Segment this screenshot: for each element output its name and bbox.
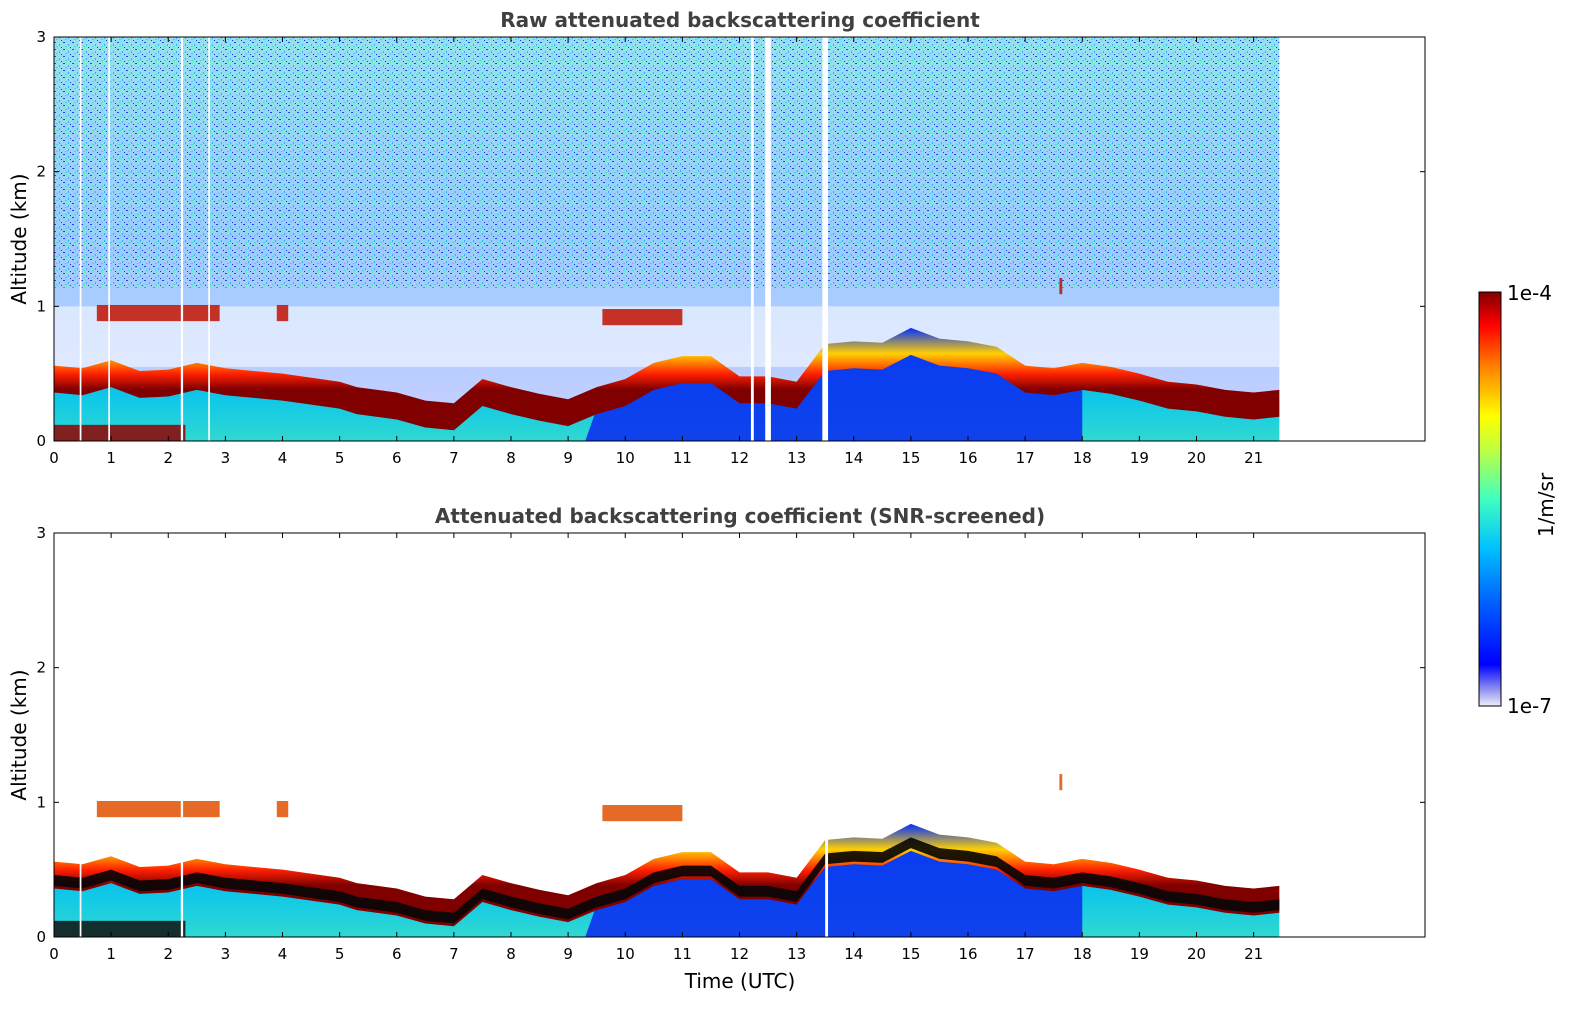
x-tick-label: 10	[616, 449, 635, 467]
y-tick-label: 0	[36, 432, 46, 450]
data-gap	[825, 533, 829, 937]
x-tick-label: 20	[1187, 449, 1206, 467]
x-tick-label: 6	[392, 449, 402, 467]
colorbar-min-label: 1e-7	[1507, 694, 1552, 718]
deep-mixed-layer	[585, 349, 1083, 441]
x-tick-label: 2	[163, 945, 173, 963]
panel2-xlabel: Time (UTC)	[684, 969, 796, 993]
x-tick-label: 11	[673, 945, 692, 963]
panel2-y-ticks: 0 1 2 3	[36, 524, 1425, 946]
y-tick-label: 3	[36, 28, 46, 46]
x-tick-label: 2	[163, 449, 173, 467]
x-tick-label: 5	[335, 449, 345, 467]
x-tick-label: 8	[506, 945, 516, 963]
colorbar: 1e-4 1e-7 1/m/sr	[1478, 281, 1558, 718]
x-tick-label: 5	[335, 945, 345, 963]
x-tick-label: 17	[1016, 945, 1035, 963]
noise-speckle	[54, 37, 1280, 288]
x-tick-label: 1	[106, 945, 116, 963]
x-tick-label: 19	[1130, 945, 1149, 963]
x-tick-label: 12	[730, 945, 749, 963]
panel1-y-ticks: 0 1 2 3	[36, 28, 1425, 450]
x-tick-label: 8	[506, 449, 516, 467]
panel2-ylabel: Altitude (km)	[7, 669, 31, 800]
x-tick-label: 0	[49, 945, 59, 963]
colorbar-unit-label: 1/m/sr	[1534, 472, 1558, 537]
elevated-layer	[1059, 278, 1063, 295]
elevated-layer	[276, 800, 289, 818]
y-tick-label: 0	[36, 928, 46, 946]
x-tick-label: 9	[563, 945, 573, 963]
y-tick-label: 2	[36, 659, 46, 677]
x-tick-label: 19	[1130, 449, 1149, 467]
x-tick-label: 21	[1244, 449, 1263, 467]
x-tick-label: 3	[221, 449, 231, 467]
x-tick-label: 7	[449, 945, 459, 963]
data-gap	[79, 533, 82, 937]
x-tick-label: 14	[844, 945, 863, 963]
elevated-layer	[276, 304, 289, 322]
x-tick-label: 4	[278, 449, 288, 467]
x-tick-label: 21	[1244, 945, 1263, 963]
deep-mixed-layer	[585, 845, 1083, 937]
data-gap	[750, 37, 754, 441]
x-tick-label: 10	[616, 945, 635, 963]
data-gap	[180, 37, 184, 441]
surface-layer	[54, 920, 186, 937]
boundary-layer-core	[54, 837, 1280, 924]
y-tick-label: 3	[36, 524, 46, 542]
data-gap	[79, 37, 82, 441]
elevated-layer	[96, 800, 220, 818]
x-tick-label: 16	[958, 945, 977, 963]
panel1-title: Raw attenuated backscattering coefficien…	[500, 8, 980, 32]
data-gap	[765, 37, 771, 441]
x-tick-label: 12	[730, 449, 749, 467]
panel1-ylabel: Altitude (km)	[7, 173, 31, 304]
x-tick-label: 16	[958, 449, 977, 467]
boundary-layer-top	[54, 327, 1280, 431]
x-tick-label: 17	[1016, 449, 1035, 467]
raw-backscatter-panel: Raw attenuated backscattering coefficien…	[7, 8, 1426, 467]
x-tick-label: 13	[787, 945, 806, 963]
x-tick-label: 3	[221, 945, 231, 963]
y-tick-label: 2	[36, 163, 46, 181]
surface-layer	[54, 424, 186, 441]
snr-screened-panel: Attenuated backscattering coefficient (S…	[7, 504, 1426, 993]
colorbar-gradient	[1478, 291, 1502, 707]
x-tick-label: 6	[392, 945, 402, 963]
x-tick-label: 7	[449, 449, 459, 467]
y-tick-label: 1	[36, 297, 46, 315]
data-gap	[180, 533, 184, 937]
data-gap	[208, 37, 210, 441]
panel2-title: Attenuated backscattering coefficient (S…	[435, 504, 1045, 528]
snr-screened-image	[54, 533, 1280, 937]
elevated-layer	[602, 309, 683, 326]
x-tick-label: 15	[901, 945, 920, 963]
x-tick-label: 20	[1187, 945, 1206, 963]
data-gap	[822, 37, 829, 441]
colorbar-max-label: 1e-4	[1507, 281, 1552, 305]
x-tick-label: 4	[278, 945, 288, 963]
x-tick-label: 1	[106, 449, 116, 467]
elevated-layer	[602, 805, 683, 822]
x-tick-label: 9	[563, 449, 573, 467]
x-tick-label: 18	[1073, 449, 1092, 467]
panel2-x-ticks: 0 1 2 3 4 5 6 7 8 9 10 11 12 13 14 15 16 17 18 19 20 21	[49, 533, 1263, 963]
x-tick-label: 18	[1073, 945, 1092, 963]
panel1-x-ticks: 0 1 2 3 4 5 6 7 8 9 10 11 12 13 14 15 16 17 18 19 20 21	[49, 37, 1263, 467]
elevated-layer	[96, 304, 220, 322]
y-tick-label: 1	[36, 793, 46, 811]
x-tick-label: 0	[49, 449, 59, 467]
x-tick-label: 15	[901, 449, 920, 467]
raw-backscatter-image	[54, 37, 1280, 441]
x-tick-label: 14	[844, 449, 863, 467]
data-gap	[108, 37, 110, 441]
x-tick-label: 11	[673, 449, 692, 467]
x-tick-label: 13	[787, 449, 806, 467]
elevated-layer	[1059, 774, 1063, 791]
